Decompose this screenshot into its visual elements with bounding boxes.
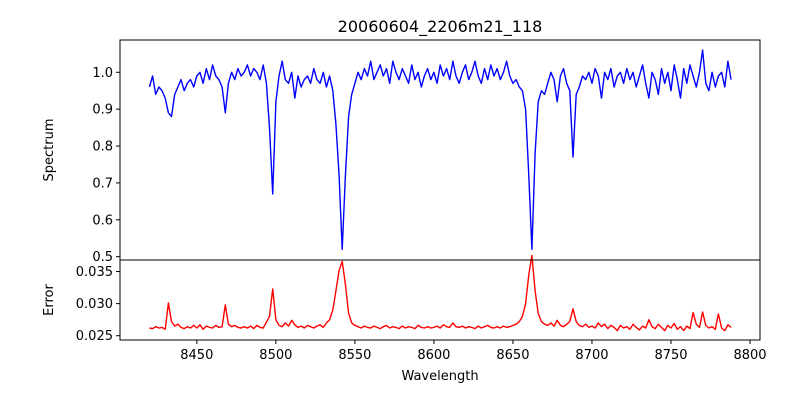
spectrum-panel: 0.5 0.6 0.7 0.8 0.9 1.0 [92,39,761,265]
spectrum-ylabel: Spectrum [42,119,57,182]
x-axis-label: Wavelength [401,369,478,384]
spectrum-series-line [148,49,732,251]
xtick-label: 8550 [338,348,371,363]
error-ytick-label: 0.035 [76,265,113,280]
error-series-line [149,254,732,332]
error-ylabel: Error [42,284,57,316]
spectrum-ytick-label: 0.5 [92,250,113,265]
spectrum-ytick-label: 0.9 [92,103,113,118]
chart-title: 20060604_2206m21_118 [338,17,543,37]
error-ytick-label: 0.025 [76,329,113,344]
xtick-label: 8800 [733,348,766,363]
xtick-label: 8600 [417,348,450,363]
error-panel: 0.025 0.030 0.035 8450 8500 8550 8600 8650 8700 8… [76,254,767,363]
xtick-label: 8450 [180,348,213,363]
spectrum-ytick-label: 0.6 [92,213,113,228]
spectrum-ytick-label: 1.0 [92,66,113,81]
spectrum-ytick-label: 0.8 [92,140,113,155]
xtick-label: 8700 [575,348,608,363]
xtick-label: 8750 [654,348,687,363]
spectrum-axes-frame [119,39,761,261]
spectrum-ytick-label: 0.7 [92,176,113,191]
error-axes-frame [119,259,761,341]
error-ytick-label: 0.030 [76,297,113,312]
xtick-label: 8650 [496,348,529,363]
xtick-label: 8500 [259,348,292,363]
